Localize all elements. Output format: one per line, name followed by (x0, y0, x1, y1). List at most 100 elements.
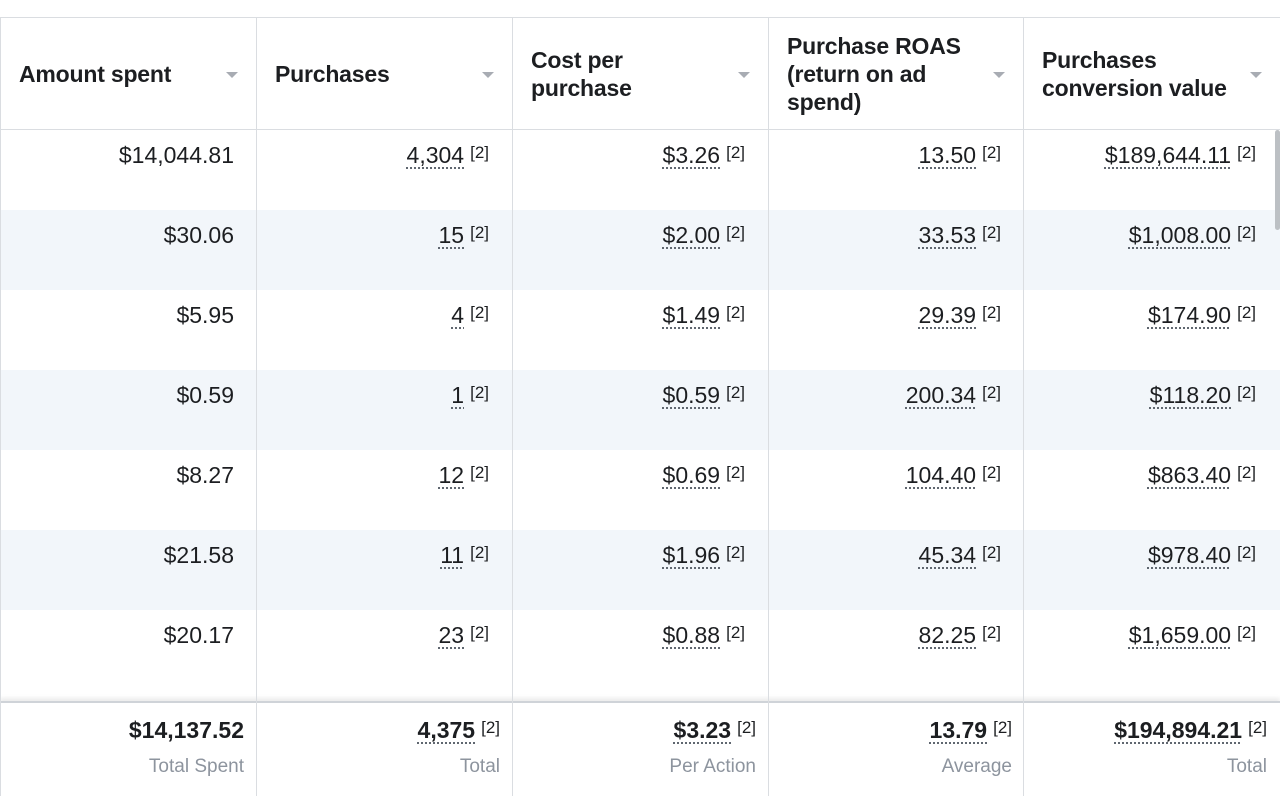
cell-roas[interactable]: 45.34 [2] (768, 530, 1001, 610)
sort-caret-icon[interactable] (738, 72, 750, 78)
cell-roas[interactable]: 200.34 [2] (768, 370, 1001, 450)
cell-cost-per-purchase[interactable]: $0.59 [2] (512, 370, 745, 450)
table-row[interactable]: $8.27 12 [2] $0.69 [2] 104.40 [2] $863.40 [2… (0, 450, 1280, 530)
roas-value[interactable]: 104.40 (905, 462, 977, 488)
cost-per-purchase-value[interactable]: $0.88 (662, 622, 721, 648)
sort-caret-icon[interactable] (482, 72, 494, 78)
roas-value[interactable]: 45.34 (918, 542, 977, 568)
cell-purchases[interactable]: 23 [2] (256, 610, 490, 690)
footnote-marker: [2] (470, 463, 489, 482)
total-cost-per-purchase[interactable]: $3.23 [2] Per Action (512, 703, 756, 799)
purchases-value[interactable]: 23 (438, 622, 465, 648)
conversion-value-value[interactable]: $863.40 (1147, 462, 1232, 488)
cell-cost-per-purchase[interactable]: $1.96 [2] (512, 530, 745, 610)
cell-cost-per-purchase[interactable]: $0.69 [2] (512, 450, 745, 530)
cell-conversion-value[interactable]: $189,644.11 [2] (1023, 130, 1256, 210)
cell-roas[interactable]: 29.39 [2] (768, 290, 1001, 370)
total-caption: Per Action (669, 756, 756, 777)
footnote-marker: [2] (726, 143, 745, 162)
total-value: $194,894.21 [2] (1114, 717, 1267, 744)
cell-purchases[interactable]: 15 [2] (256, 210, 490, 290)
vertical-scrollbar[interactable] (1275, 130, 1280, 230)
column-header-purchase-roas[interactable]: Purchase ROAS (return on ad spend) (768, 18, 1023, 129)
purchases-value[interactable]: 4 (451, 302, 465, 328)
cell-roas[interactable]: 82.25 [2] (768, 610, 1001, 690)
footnote-marker: [2] (737, 718, 756, 737)
conversion-value-value[interactable]: $1,659.00 (1128, 622, 1232, 648)
conversion-value-value[interactable]: $118.20 (1149, 382, 1232, 408)
total-roas[interactable]: 13.79 [2] Average (768, 703, 1012, 799)
cost-per-purchase-value[interactable]: $0.59 (662, 382, 721, 408)
cell-roas[interactable]: 13.50 [2] (768, 130, 1001, 210)
column-divider[interactable] (768, 18, 769, 796)
sort-caret-icon[interactable] (993, 72, 1005, 78)
cell-conversion-value[interactable]: $174.90 [2] (1023, 290, 1256, 370)
roas-value[interactable]: 82.25 (918, 622, 977, 648)
column-header-purchases[interactable]: Purchases (256, 18, 512, 129)
cell-purchases[interactable]: 12 [2] (256, 450, 490, 530)
total-purchases-value[interactable]: 4,375 (417, 717, 476, 743)
roas-value[interactable]: 200.34 (905, 382, 977, 408)
purchases-value[interactable]: 15 (438, 222, 465, 248)
total-purchases[interactable]: 4,375 [2] Total (256, 703, 500, 799)
amount-spent-value: $8.27 (176, 462, 234, 488)
cell-purchases[interactable]: 11 [2] (256, 530, 489, 610)
purchases-value[interactable]: 1 (451, 382, 465, 408)
total-conversion-value[interactable]: $194,894.21 [2] Total (1023, 703, 1267, 799)
column-divider[interactable] (512, 18, 513, 796)
sort-caret-icon[interactable] (226, 72, 238, 78)
purchases-value[interactable]: 4,304 (406, 142, 465, 168)
column-header-conversion-value[interactable]: Purchases conversion value (1023, 18, 1280, 129)
conversion-value-value[interactable]: $174.90 (1147, 302, 1232, 328)
purchases-value[interactable]: 12 (438, 462, 465, 488)
roas-value[interactable]: 13.50 (918, 142, 977, 168)
cost-per-purchase-value[interactable]: $3.26 (662, 142, 721, 168)
cost-per-purchase-value[interactable]: $1.49 (662, 302, 721, 328)
cell-roas[interactable]: 104.40 [2] (768, 450, 1001, 530)
footnote-marker: [2] (982, 143, 1001, 162)
footnote-marker: [2] (982, 463, 1001, 482)
cell-conversion-value[interactable]: $1,659.00 [2] (1023, 610, 1256, 690)
cell-roas[interactable]: 33.53 [2] (768, 210, 1001, 290)
total-roas-value[interactable]: 13.79 (929, 717, 988, 743)
roas-value[interactable]: 29.39 (918, 302, 977, 328)
roas-value[interactable]: 33.53 (918, 222, 977, 248)
cost-per-purchase-value[interactable]: $0.69 (662, 462, 721, 488)
table-row[interactable]: $14,044.81 4,304 [2] $3.26 [2] 13.50 [2] $1… (0, 130, 1280, 210)
cell-purchases[interactable]: 4,304 [2] (256, 130, 489, 210)
table-row[interactable]: $21.58 11 [2] $1.96 [2] 45.34 [2] $978.40 [2… (0, 530, 1280, 610)
cost-per-purchase-value[interactable]: $1.96 (662, 542, 721, 568)
cell-amount-spent: $30.06 (0, 210, 234, 290)
table-row[interactable]: $0.59 1 [2] $0.59 [2] 200.34 [2] $118.20 [2] (0, 370, 1280, 450)
footnote-marker: [2] (481, 718, 500, 737)
cell-purchases[interactable]: 4 [2] (256, 290, 489, 370)
sort-caret-icon[interactable] (1250, 72, 1262, 78)
table-row[interactable]: $30.06 15 [2] $2.00 [2] 33.53 [2] $1,008.00… (0, 210, 1280, 290)
table-row[interactable]: $5.95 4 [2] $1.49 [2] 29.39 [2] $174.90 [2] (0, 290, 1280, 370)
table-row[interactable]: $20.17 23 [2] $0.88 [2] 82.25 [2] $1,659.00… (0, 610, 1280, 690)
conversion-value-value[interactable]: $978.40 (1147, 542, 1232, 568)
footnote-marker: [2] (1237, 303, 1256, 322)
cell-conversion-value[interactable]: $118.20 [2] (1023, 370, 1256, 450)
cell-cost-per-purchase[interactable]: $2.00 [2] (512, 210, 745, 290)
purchases-value[interactable]: 11 (440, 542, 465, 568)
cell-conversion-value[interactable]: $863.40 [2] (1023, 450, 1256, 530)
column-divider[interactable] (256, 18, 257, 796)
conversion-value-value[interactable]: $1,008.00 (1128, 222, 1232, 248)
cell-purchases[interactable]: 1 [2] (256, 370, 489, 450)
total-cost-per-purchase-value[interactable]: $3.23 (673, 717, 732, 743)
cell-cost-per-purchase[interactable]: $0.88 [2] (512, 610, 745, 690)
total-conversion-value-value[interactable]: $194,894.21 (1114, 717, 1243, 743)
amount-spent-value: $30.06 (163, 222, 234, 248)
cell-amount-spent: $21.58 (0, 530, 234, 610)
cell-conversion-value[interactable]: $1,008.00 [2] (1023, 210, 1256, 290)
cell-cost-per-purchase[interactable]: $1.49 [2] (512, 290, 745, 370)
cost-per-purchase-value[interactable]: $2.00 (662, 222, 721, 248)
column-header-amount-spent[interactable]: Amount spent (0, 18, 256, 129)
cell-cost-per-purchase[interactable]: $3.26 [2] (512, 130, 745, 210)
column-divider[interactable] (1023, 18, 1024, 796)
column-header-label: Purchases conversion value (1042, 46, 1227, 101)
column-header-cost-per-purchase[interactable]: Cost per purchase (512, 18, 768, 129)
cell-conversion-value[interactable]: $978.40 [2] (1023, 530, 1256, 610)
conversion-value-value[interactable]: $189,644.11 (1104, 142, 1232, 168)
